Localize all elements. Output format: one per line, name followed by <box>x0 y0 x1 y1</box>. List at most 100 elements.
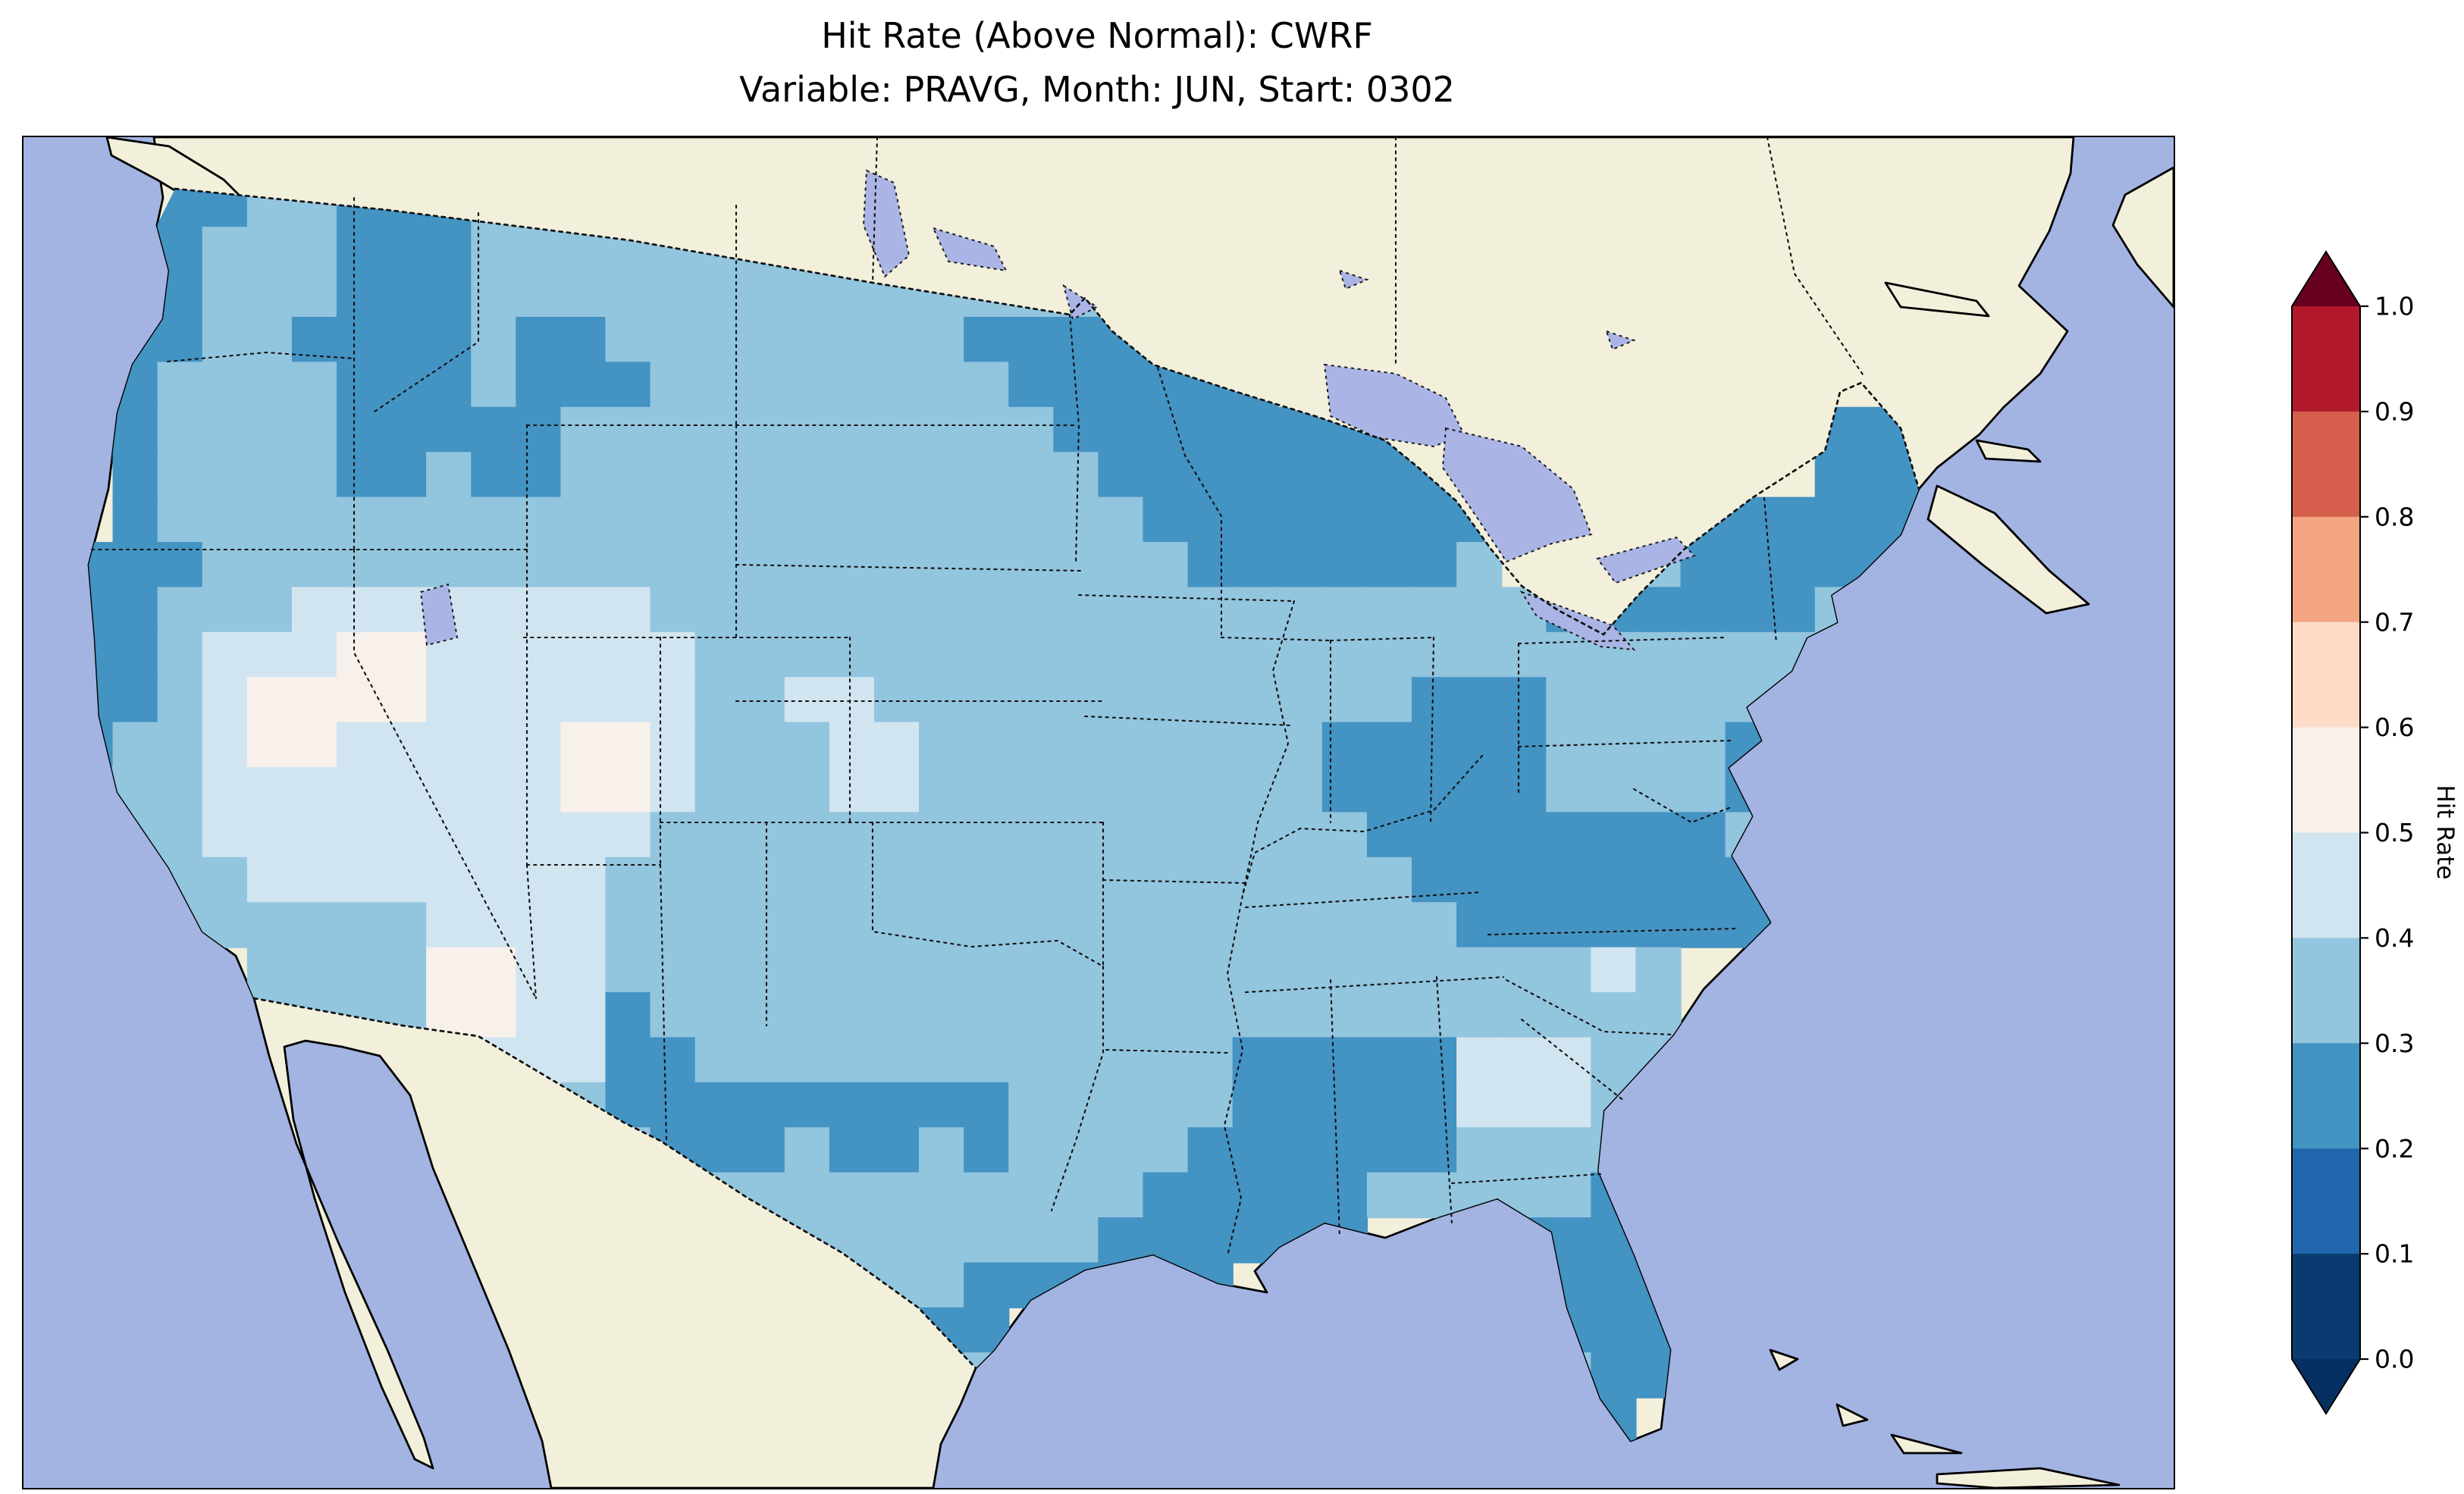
grid-cell <box>157 317 203 363</box>
grid-cell <box>381 812 428 858</box>
grid-cell <box>516 227 562 273</box>
grid-cell <box>650 631 696 678</box>
grid-cell <box>560 631 607 678</box>
grid-cell <box>246 857 293 904</box>
grid-cell <box>1411 992 1458 1038</box>
grid-cell <box>1635 947 1682 994</box>
grid-cell <box>1232 452 1278 498</box>
grid-cell <box>1187 767 1234 813</box>
grid-cell <box>1008 631 1055 678</box>
grid-cell <box>829 406 876 453</box>
grid-cell <box>560 812 607 858</box>
grid-cell <box>291 631 338 678</box>
grid-cell <box>739 362 786 408</box>
grid-cell <box>1187 587 1234 633</box>
grid-cell <box>694 902 741 948</box>
grid-cell <box>1635 722 1682 769</box>
grid-cell <box>1635 857 1682 904</box>
grid-cell <box>1366 767 1413 813</box>
grid-cell <box>1680 812 1726 858</box>
grid-cell <box>202 406 249 453</box>
grid-cell <box>1277 587 1324 633</box>
grid-cell <box>873 631 920 678</box>
grid-cell <box>246 902 293 948</box>
grid-cell <box>1591 812 1637 858</box>
grid-cell <box>1098 406 1144 453</box>
grid-cell <box>694 631 741 678</box>
grid-cell <box>1591 677 1637 723</box>
grid-cell <box>605 857 651 904</box>
grid-cell <box>1814 452 1861 498</box>
grid-cell <box>1366 542 1413 588</box>
grid-cell <box>873 1217 920 1264</box>
grid-cell <box>784 406 831 453</box>
grid-cell <box>1232 542 1278 588</box>
grid-cell <box>1053 812 1099 858</box>
grid-cell <box>1411 722 1458 769</box>
grid-cell <box>381 271 428 318</box>
grid-cell <box>1187 902 1234 948</box>
grid-cell <box>784 1037 831 1083</box>
grid-cell <box>157 677 203 723</box>
grid-cell <box>381 902 428 948</box>
grid-cell <box>1456 767 1503 813</box>
grid-cell <box>605 271 651 318</box>
grid-cell <box>426 362 472 408</box>
grid-cell <box>246 406 293 453</box>
grid-cell <box>650 271 696 318</box>
grid-cell <box>471 947 517 994</box>
grid-cell <box>381 452 428 498</box>
grid-cell <box>1187 857 1234 904</box>
grid-cell <box>291 812 338 858</box>
grid-cell <box>112 406 158 453</box>
nova-scotia <box>1926 484 2090 615</box>
grid-cell <box>1277 947 1324 994</box>
grid-cell <box>1635 902 1682 948</box>
great-salt-lake <box>419 583 459 647</box>
grid-cell <box>1277 452 1324 498</box>
grid-cell <box>1321 542 1368 588</box>
grid-cell <box>605 542 651 588</box>
grid-cell <box>605 722 651 769</box>
grid-cell <box>784 452 831 498</box>
grid-cell <box>1546 1127 1592 1173</box>
grid-cell <box>739 857 786 904</box>
grid-cell <box>1187 1037 1234 1083</box>
grid-cell <box>426 857 472 904</box>
grid-cell <box>426 947 472 994</box>
grid-cell <box>829 362 876 408</box>
grid-cell <box>1053 1217 1099 1264</box>
colorbar-label: Hit Rate <box>2431 785 2459 879</box>
grid-cell <box>1321 1127 1368 1173</box>
grid-cell <box>560 722 607 769</box>
grid-cell <box>694 496 741 543</box>
lake-winnipeg <box>862 169 911 278</box>
grid-cell <box>1546 631 1592 678</box>
grid-cell <box>202 362 249 408</box>
grid-cell <box>1501 857 1547 904</box>
grid-cell <box>471 542 517 588</box>
grid-cell <box>381 767 428 813</box>
us-canada-border <box>174 187 1920 636</box>
grid-cell <box>964 767 1010 813</box>
grid-cell <box>1143 947 1189 994</box>
colorbar-tick-label: 0.5 <box>2375 818 2414 847</box>
grid-cell <box>1143 496 1189 543</box>
grid-cell <box>964 631 1010 678</box>
grid-cell <box>246 812 293 858</box>
grid-cell <box>829 1172 876 1219</box>
grid-cell <box>246 317 293 363</box>
grid-cell <box>739 767 786 813</box>
grid-cell <box>1008 767 1055 813</box>
grid-cell <box>426 452 472 498</box>
grid-cell <box>381 362 428 408</box>
grid-cell <box>605 677 651 723</box>
grid-cell <box>1321 452 1368 498</box>
grid-cell <box>1501 722 1547 769</box>
grid-cell <box>1366 812 1413 858</box>
grid-cell <box>1053 767 1099 813</box>
grid-cell <box>1411 812 1458 858</box>
grid-cell <box>336 767 383 813</box>
grid-cell <box>873 722 920 769</box>
grid-cell <box>426 812 472 858</box>
